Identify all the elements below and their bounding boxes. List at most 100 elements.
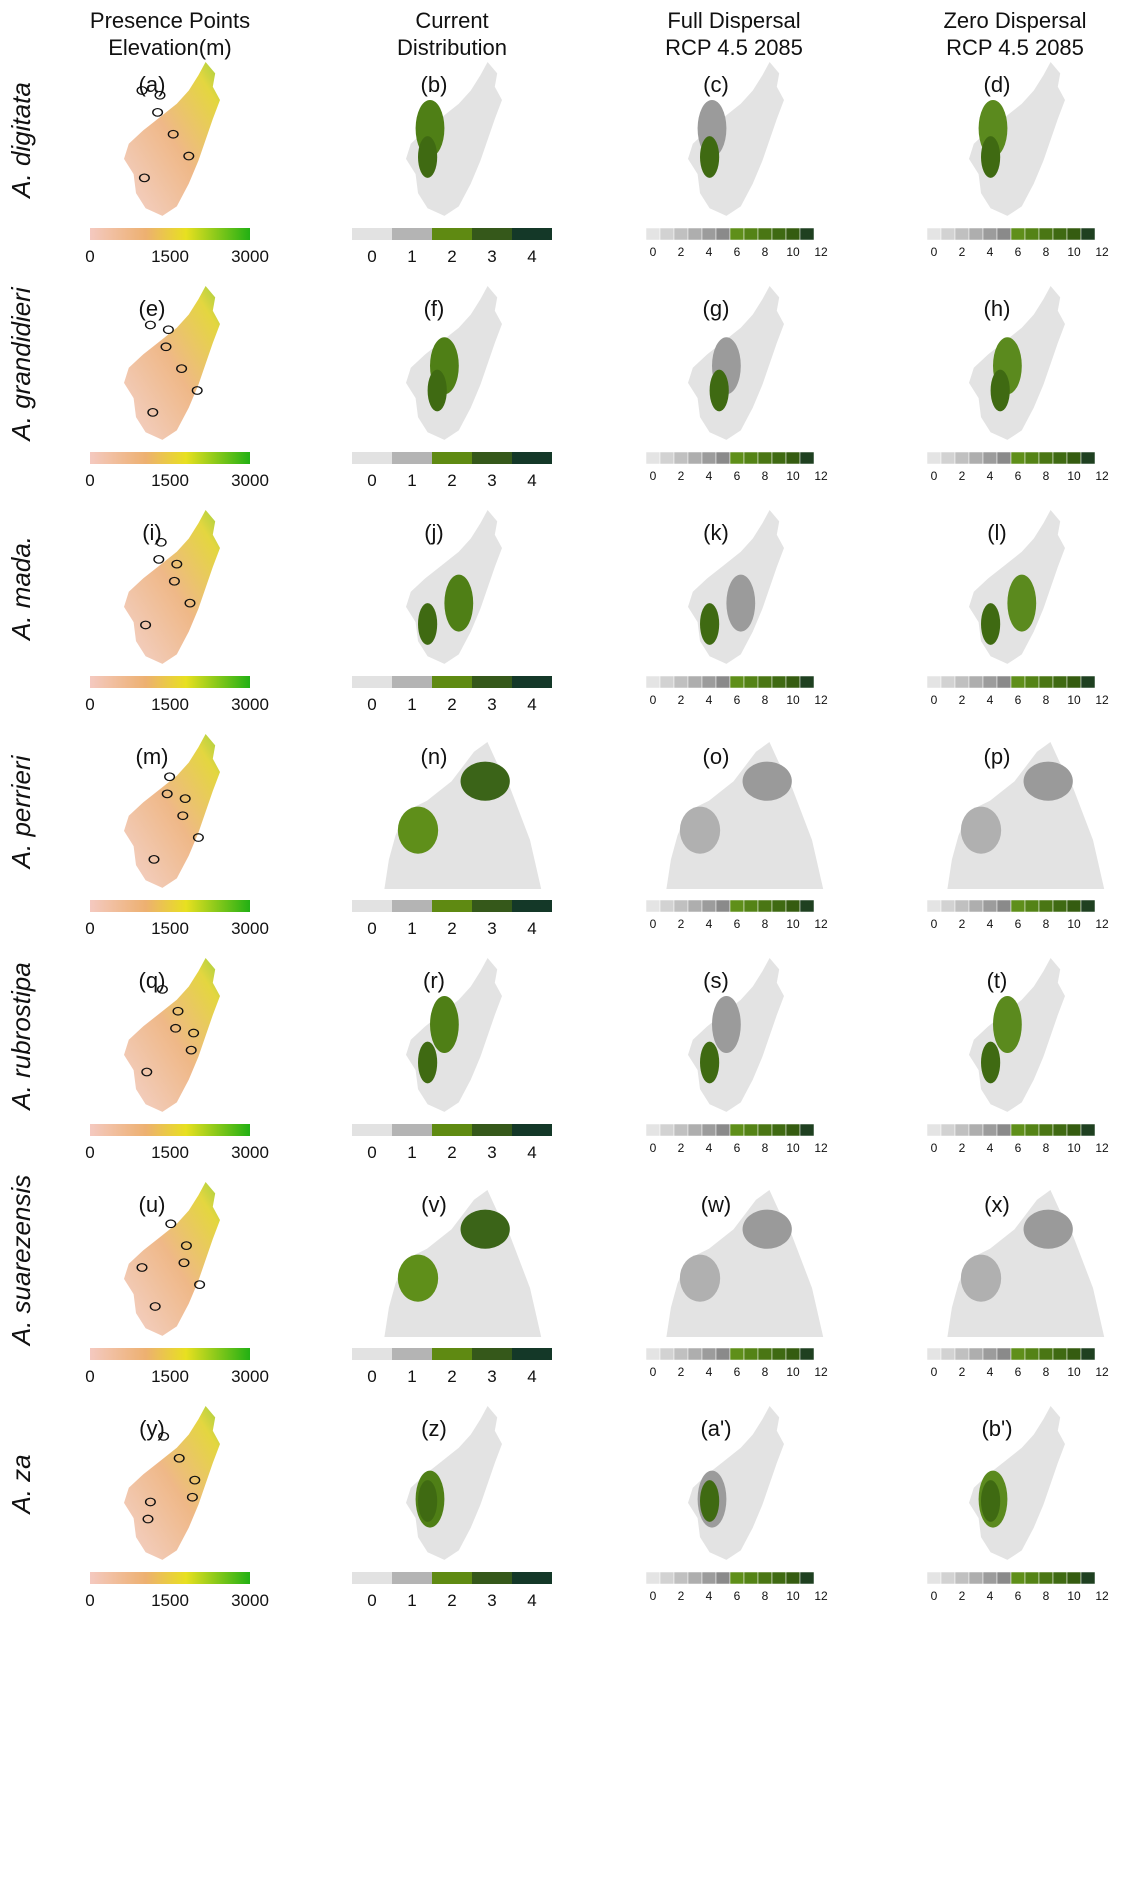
legend-cell: [1038, 675, 1054, 689]
legend-cell: [472, 452, 512, 464]
legend-cell: [757, 227, 773, 241]
legend-cell: [432, 228, 472, 240]
legend-cell: [729, 1571, 745, 1585]
legend-cell: [352, 452, 392, 464]
legend-tick: 1500: [151, 1367, 189, 1386]
row-label: A. suarezensis: [6, 1175, 36, 1348]
legend-cell: [954, 1571, 970, 1585]
legend-tick: 1: [407, 471, 416, 490]
presence-point: [152, 107, 164, 117]
island: [124, 510, 220, 664]
map: [969, 1406, 1065, 1560]
map: [406, 1406, 502, 1560]
legend-cell: [1080, 227, 1096, 241]
habitat: [960, 1254, 1002, 1302]
legend-cell: [926, 899, 942, 913]
presence-point: [158, 1432, 170, 1441]
presence-point: [177, 811, 189, 821]
map: [947, 1190, 1105, 1337]
habitat: [981, 1041, 1001, 1084]
habitat: [1007, 574, 1037, 632]
legend-tick: 2: [959, 469, 966, 483]
legend-cell: [799, 227, 815, 241]
legend-tick: 12: [1095, 693, 1109, 707]
legend-tick: 3000: [231, 1591, 269, 1610]
legend-cell: [1010, 1347, 1026, 1361]
legend-cell: [512, 1124, 552, 1136]
presence-point: [148, 855, 160, 864]
legend-bar: [90, 900, 250, 912]
legend-tick: 0: [931, 1589, 938, 1603]
map: [124, 1406, 220, 1560]
presence-point: [165, 1219, 177, 1229]
legend-cell: [1024, 227, 1040, 241]
legend-tick: 4: [987, 245, 994, 259]
habitat: [700, 1480, 720, 1522]
presence-point: [194, 1280, 206, 1289]
row-label: A. grandidieri: [6, 286, 36, 442]
legend-tick: 2: [447, 1143, 456, 1162]
legend-tick: 1500: [151, 695, 189, 714]
legend-tick: 2: [678, 1141, 685, 1155]
legend-cell: [954, 1123, 970, 1137]
legend-cell: [392, 452, 432, 464]
legend-cell: [512, 452, 552, 464]
legend-bar: [90, 676, 250, 688]
legend-cell: [352, 228, 392, 240]
legend-cell: [729, 451, 745, 465]
legend-cell: [1080, 1123, 1096, 1137]
legend-cell: [659, 899, 675, 913]
habitat: [427, 369, 447, 412]
legend-tick: 2: [959, 1365, 966, 1379]
legend-cell: [1066, 675, 1082, 689]
legend-cell: [701, 675, 717, 689]
legend-tick: 0: [85, 1143, 94, 1162]
legend-tick: 0: [650, 245, 657, 259]
legend-cell: [996, 1123, 1012, 1137]
map: [666, 742, 824, 889]
panel-label: (c): [703, 72, 729, 97]
legend-cell: [512, 1572, 552, 1584]
presence-point: [136, 86, 148, 95]
legend-cell: [940, 1347, 956, 1361]
legend-cell: [1052, 1571, 1068, 1585]
legend-cell: [472, 1572, 512, 1584]
legend-cell: [954, 899, 970, 913]
map: [969, 62, 1065, 216]
legend-cell: [940, 899, 956, 913]
legend-cell: [645, 1571, 661, 1585]
legend-cell: [968, 675, 984, 689]
presence-point: [162, 325, 174, 335]
map: [688, 1406, 784, 1560]
legend-tick: 4: [987, 1365, 994, 1379]
legend-cell: [701, 1571, 717, 1585]
legend-cell: [996, 899, 1012, 913]
legend-cell: [940, 451, 956, 465]
legend-tick: 0: [367, 247, 376, 266]
legend-tick: 12: [1095, 1589, 1109, 1603]
legend-tick: 4: [527, 919, 536, 938]
presence-point: [144, 1497, 156, 1507]
legend-cell: [743, 899, 759, 913]
legend-cell: [1052, 227, 1068, 241]
habitat: [679, 1254, 721, 1302]
legend-cell: [645, 1347, 661, 1361]
habitat: [726, 574, 756, 632]
panel-label: (a): [139, 72, 166, 97]
legend-tick: 10: [1067, 1141, 1081, 1155]
legend-cell: [472, 228, 512, 240]
legend-cell: [743, 1571, 759, 1585]
legend-tick: 10: [1067, 693, 1081, 707]
habitat: [700, 1041, 720, 1084]
map: [124, 958, 220, 1112]
legend-cell: [687, 451, 703, 465]
legend-tick: 0: [650, 917, 657, 931]
legend-cell: [968, 451, 984, 465]
legend-tick: 6: [1015, 1589, 1022, 1603]
legend-cell: [715, 1347, 731, 1361]
panel-label: (t): [987, 968, 1008, 993]
legend-cell: [1080, 899, 1096, 913]
habitat: [418, 603, 438, 645]
legend-cell: [645, 451, 661, 465]
legend-tick: 8: [762, 917, 769, 931]
